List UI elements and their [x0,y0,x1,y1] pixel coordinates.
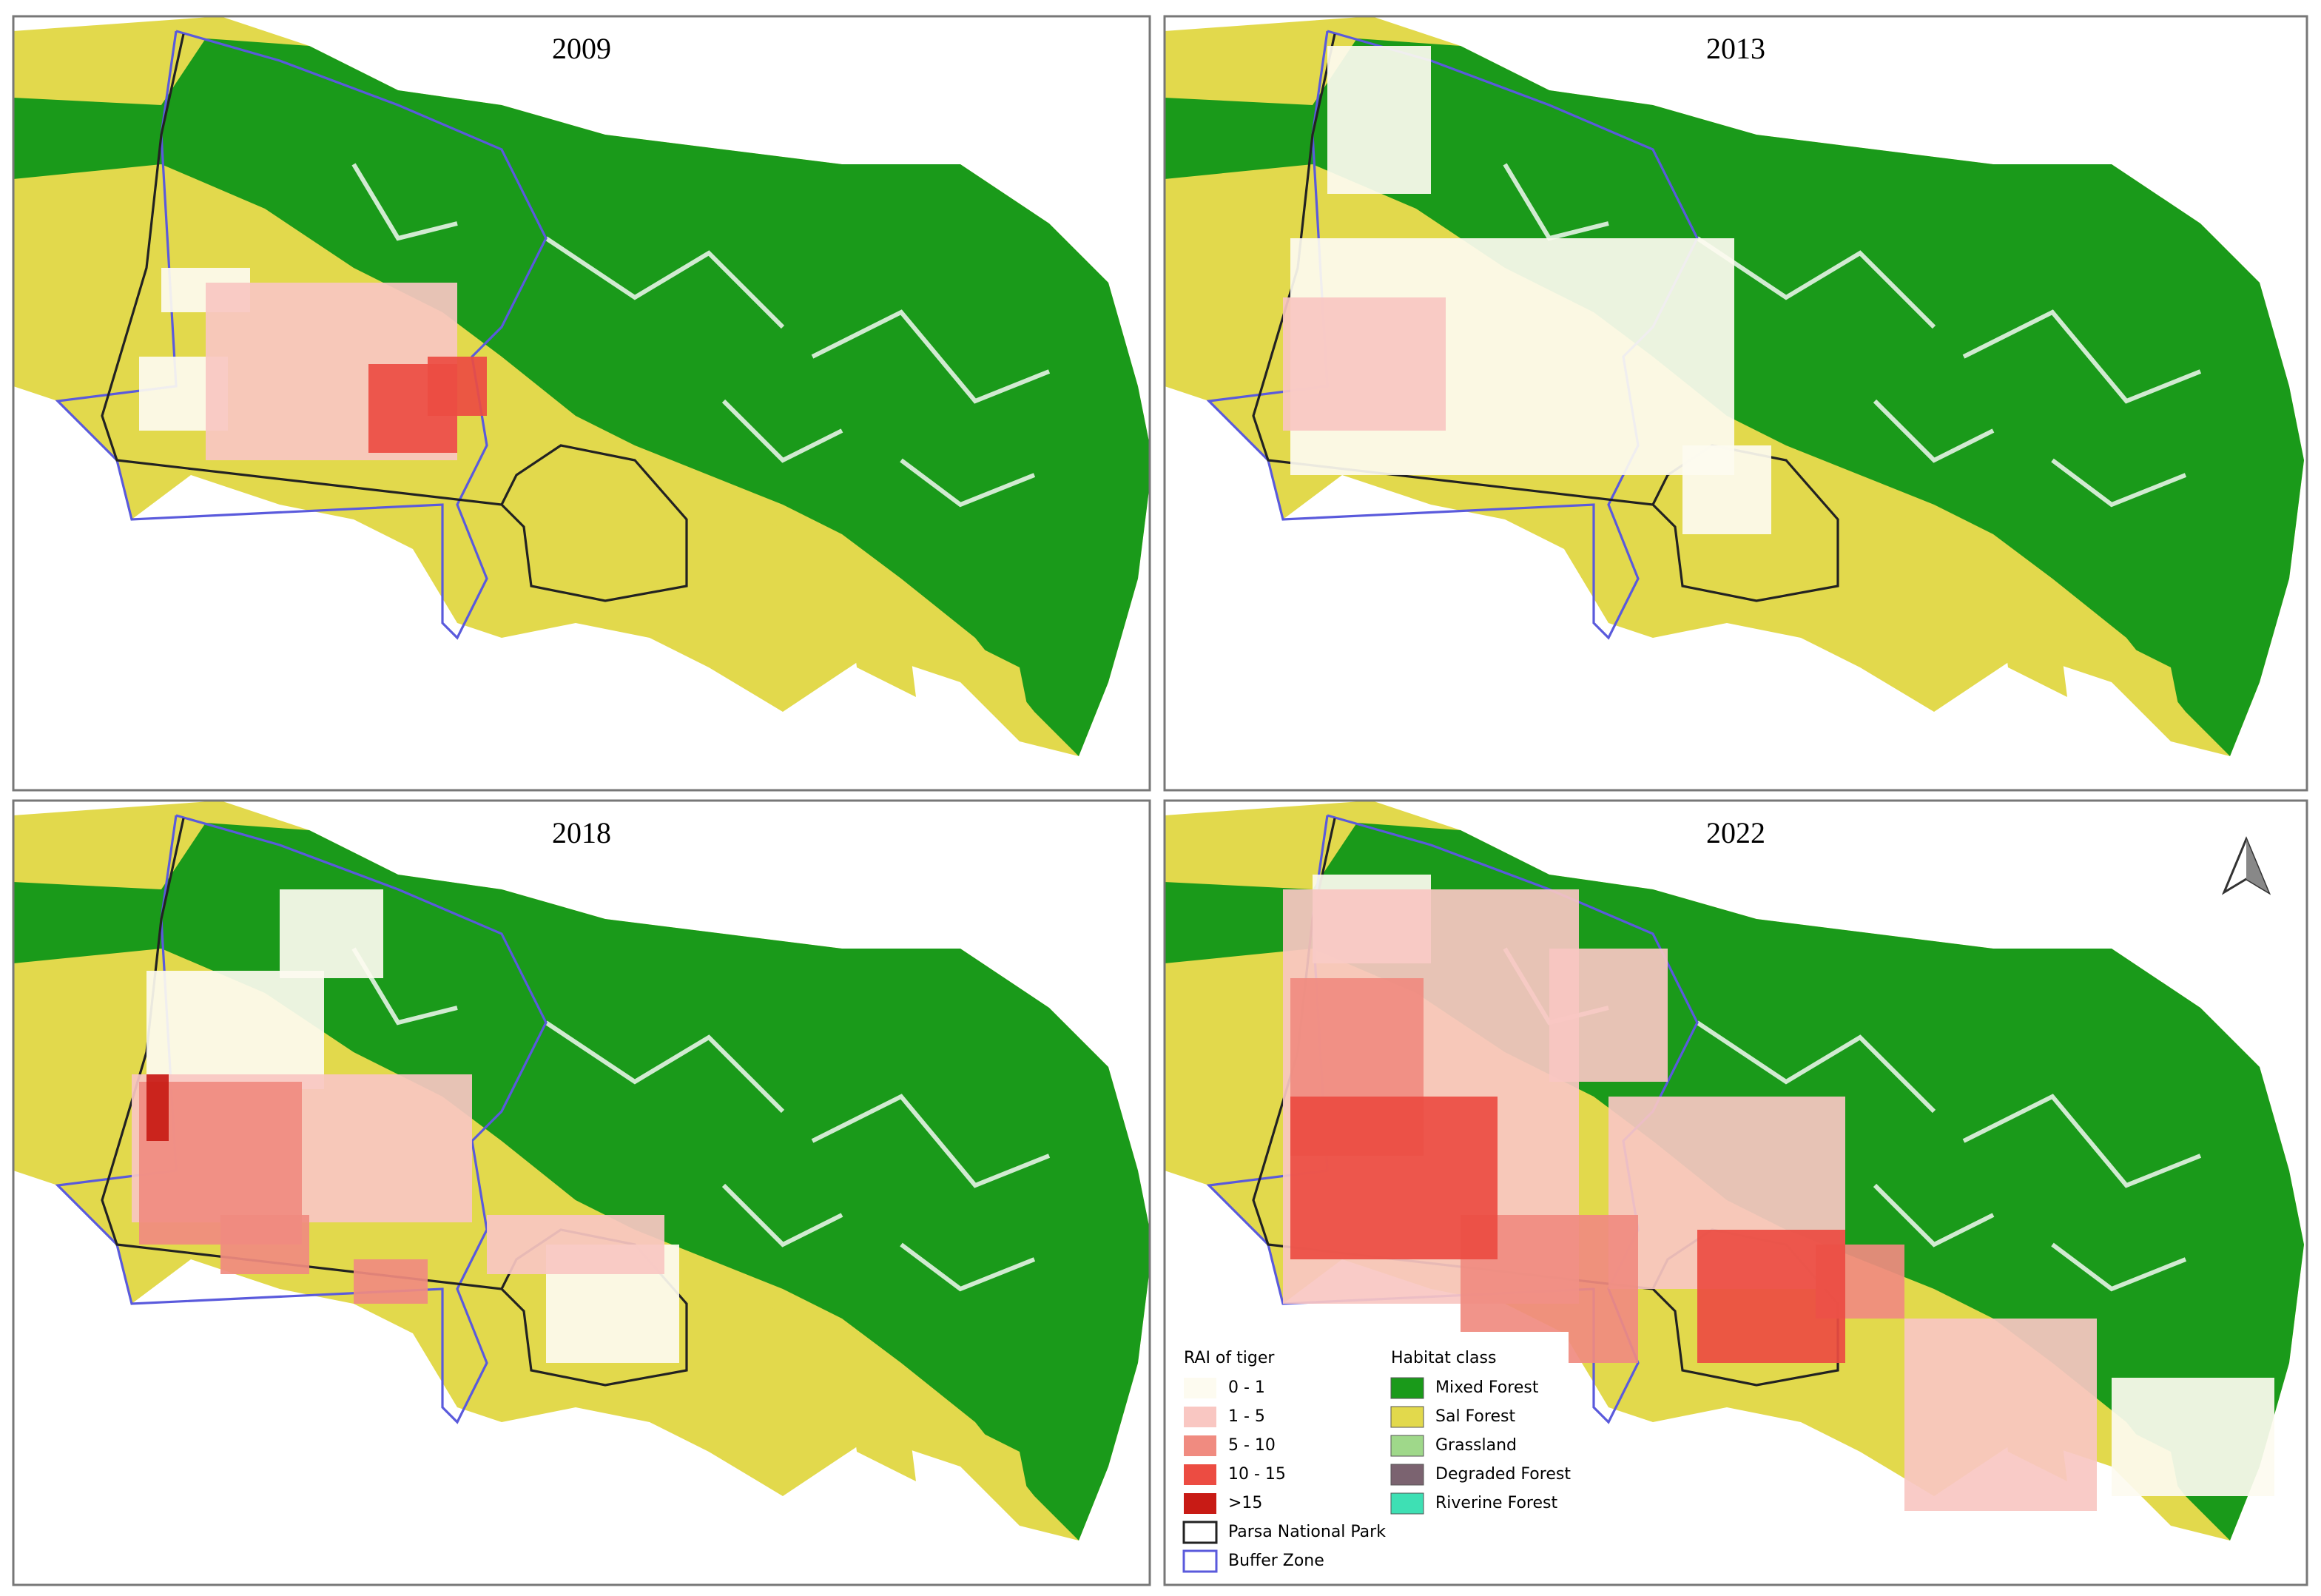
panel-title: 2022 [1706,816,1765,849]
legend-swatch [1390,1435,1424,1457]
legend: RAI of tiger 0 - 1 1 - 5 5 - 10 10 - 15 >15 Pa… [1169,1332,1571,1583]
rai-cell [1904,1319,2097,1511]
panel-title: 2009 [552,32,611,65]
panel-frame [1163,799,2308,1586]
map-panel: 2013 [1163,15,2308,792]
map-panel: 2022 [1163,799,2308,1586]
rai-cell [1327,46,1431,194]
map-content [13,801,1153,1541]
panel-title: 2013 [1706,32,1765,65]
rai-cell [146,1074,169,1141]
panel-frame [12,15,1151,792]
legend-label: 10 - 15 [1228,1465,1286,1484]
legend-label: Buffer Zone [1228,1552,1324,1570]
legend-label: Degraded Forest [1435,1465,1571,1484]
legend-label: Riverine Forest [1435,1494,1557,1512]
legend-label: Mixed Forest [1435,1378,1539,1397]
rai-cell [1290,1097,1498,1259]
map-layers [13,16,1153,756]
legend-label: 5 - 10 [1228,1436,1276,1455]
panel-title: 2018 [552,816,611,849]
legend-swatch [1390,1377,1424,1399]
legend-swatch [1182,1549,1218,1573]
legend-swatch [1184,1378,1216,1398]
map-panel: 2018 [12,799,1153,1586]
map-layers [1165,16,2304,756]
legend-swatch [1184,1407,1216,1427]
panels: 2009 2013 2018 2022 [12,15,2308,1586]
panel-frame [1163,15,2308,792]
rai-cell [220,1215,309,1274]
legend-label: Grassland [1435,1436,1517,1455]
legend-label: 0 - 1 [1228,1378,1265,1397]
map-content [13,16,1153,756]
rai-cell [1549,949,1668,1082]
map-panel: 2009 [12,15,1153,792]
rai-cell [428,357,487,416]
legend-title: RAI of tiger [1184,1349,1275,1367]
rai-cell [354,1259,428,1304]
legend-swatch [1182,1521,1218,1544]
legend-swatch [1184,1464,1216,1485]
legend-bg [1169,1332,1569,1583]
rai-cell [2112,1378,2274,1496]
north-arrow [2221,836,2271,895]
legend-swatch [1184,1493,1216,1514]
legend-title: Habitat class [1391,1349,1496,1367]
map-content [1165,16,2304,756]
rai-cell [487,1215,664,1274]
rai-cell [280,889,383,978]
panel-frame [12,799,1151,1586]
map-layers [13,801,1153,1541]
legend-label: Parsa National Park [1228,1523,1386,1541]
legend-label: Sal Forest [1435,1407,1515,1426]
legend-swatch [1390,1464,1424,1486]
legend-swatch [1184,1435,1216,1456]
legend-label: >15 [1228,1494,1262,1512]
map-content [1165,801,2304,1541]
rai-cell [1697,1230,1845,1363]
rai-cell [146,971,324,1089]
legend-label: 1 - 5 [1228,1407,1265,1426]
rai-cell [1283,297,1446,431]
legend-swatch [1390,1492,1424,1515]
legend-swatch [1390,1406,1424,1428]
rai-cell [1682,445,1771,534]
map-layers [1165,801,2304,1541]
